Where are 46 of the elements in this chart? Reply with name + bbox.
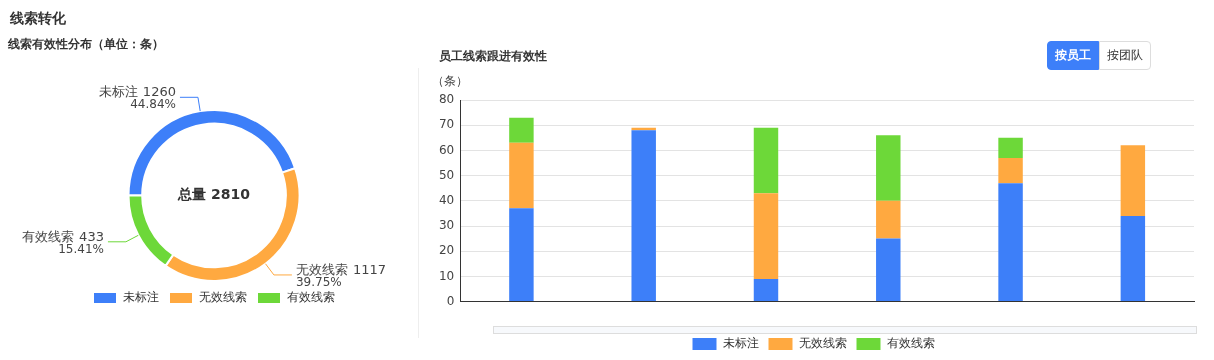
- legend-label: 未标注: [123, 290, 159, 305]
- legend-label: 有效线索: [287, 290, 335, 305]
- y-axis-title: （条）: [432, 74, 469, 89]
- y-tick-label: 40: [438, 192, 455, 207]
- bar: [509, 117, 534, 143]
- slice-label: 有效线索: [22, 228, 75, 244]
- bar: [753, 127, 779, 194]
- bar: [1120, 215, 1146, 302]
- slice-label: 未标注: [98, 84, 138, 100]
- bar: [1120, 145, 1146, 216]
- slice-label: 无效线索: [295, 261, 348, 277]
- data-label: 1117: [352, 261, 387, 277]
- bar: [753, 193, 779, 279]
- chart-title: 线索有效性分布（单位：条）: [8, 36, 165, 53]
- bar: [998, 157, 1023, 184]
- text: 39.75%: [295, 275, 342, 290]
- bar: [631, 130, 656, 302]
- y-tick-label: 20: [438, 243, 455, 258]
- bar: [876, 135, 901, 201]
- legend-label: 未标注: [722, 336, 759, 351]
- legend-label: 无效线索: [798, 336, 847, 351]
- text: 44.84%: [130, 97, 176, 112]
- bar: [998, 137, 1023, 158]
- y-tick-label: 60: [438, 142, 455, 157]
- chart-title: 员工线索跟进有效性: [439, 48, 547, 65]
- y-tick-label: 70: [438, 117, 455, 132]
- bar: [509, 208, 534, 302]
- text: 总量 2810: [177, 186, 251, 203]
- legend-label: 有效线索: [886, 336, 935, 351]
- bar: [876, 238, 901, 302]
- text: 按员工: [1047, 41, 1099, 70]
- text: 线索转化: [10, 10, 66, 28]
- data-label: 1260: [142, 84, 176, 100]
- bar: [509, 142, 534, 209]
- y-tick-label: 80: [438, 92, 455, 107]
- bar: [876, 200, 901, 239]
- legend-label: 无效线索: [199, 290, 247, 305]
- y-tick-label: 0: [446, 293, 455, 308]
- text: 15.41%: [58, 241, 104, 256]
- data-label: 433: [79, 228, 104, 244]
- bar: [998, 183, 1023, 302]
- y-tick-label: 10: [438, 268, 455, 283]
- text: 按团队: [1099, 41, 1151, 70]
- bar: [753, 278, 779, 302]
- y-tick-label: 30: [438, 218, 455, 233]
- y-tick-label: 50: [438, 167, 455, 182]
